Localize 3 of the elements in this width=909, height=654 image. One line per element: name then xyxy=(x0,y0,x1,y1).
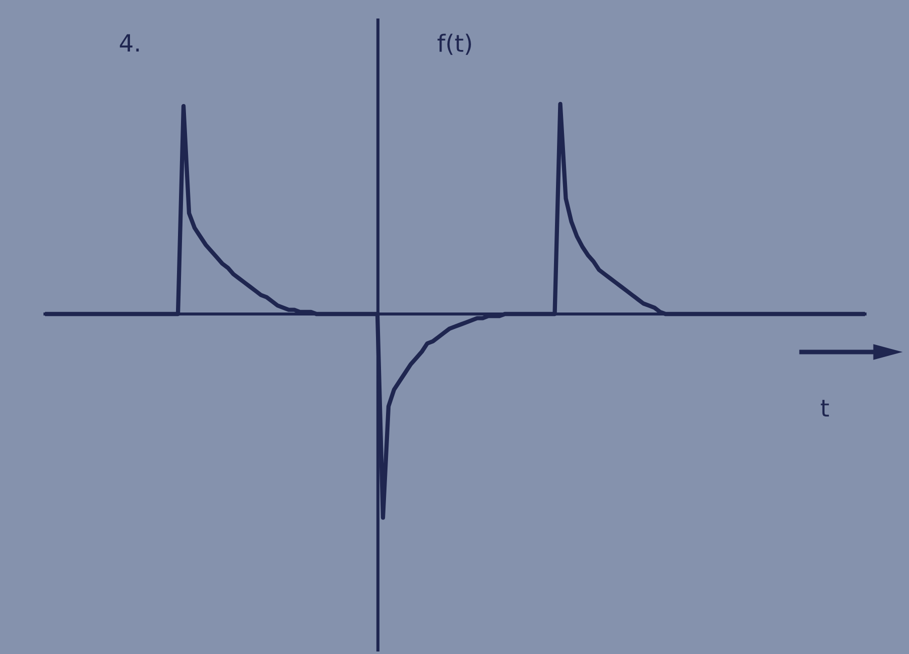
x-axis-title: t xyxy=(820,400,829,416)
chart-title: 4. xyxy=(120,34,139,52)
y-axis-title: f(t) xyxy=(438,34,471,55)
